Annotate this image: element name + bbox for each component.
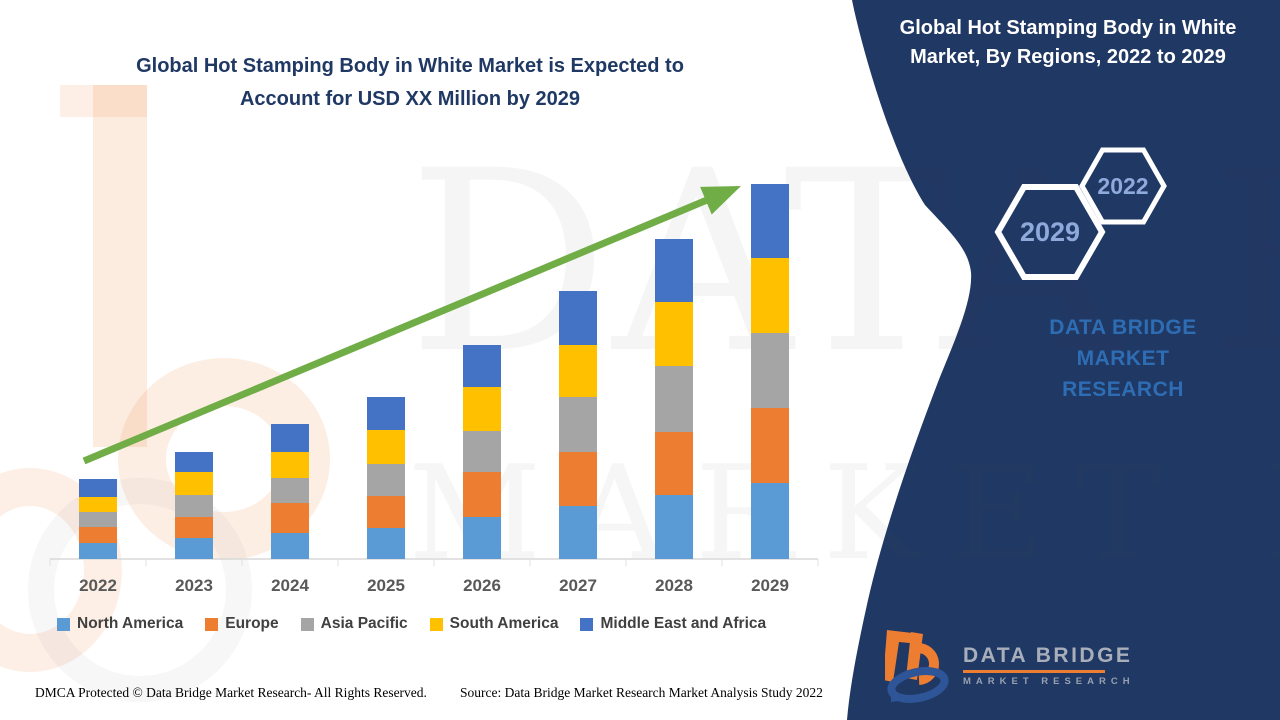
legend-item-north-america: North America	[57, 615, 183, 633]
dbmr-logo: DATA BRIDGE MARKET RESEARCH	[885, 622, 1135, 704]
panel-brand-line2: RESEARCH	[1062, 378, 1184, 401]
legend-swatch	[300, 617, 314, 631]
dbmr-logo-underline	[963, 670, 1105, 673]
x-axis-label: 2029	[751, 576, 789, 595]
x-axis-label: 2024	[271, 576, 309, 595]
bar-segment-europe	[655, 432, 693, 495]
chart-legend: North America Europe Asia Pacific South Ame…	[57, 615, 847, 633]
legend-swatch	[205, 617, 219, 631]
legend-item-asia-pacific: Asia Pacific	[300, 615, 408, 633]
dbmr-logo-name: DATA BRIDGE	[963, 644, 1133, 667]
bar-segment-europe	[367, 496, 405, 528]
panel-brand-text: DATA BRIDGE MARKET RESEARCH	[1000, 312, 1246, 405]
legend-item-europe: Europe	[205, 615, 279, 633]
bar-segment-south-america	[655, 302, 693, 366]
x-axis-label: 2026	[463, 576, 501, 595]
legend-swatch	[57, 617, 70, 631]
legend-item-middle-east-and-africa: Middle East and Africa	[580, 615, 766, 633]
chart-title-line1: Global Hot Stamping Body in White Market…	[136, 55, 684, 77]
x-axis-label: 2027	[559, 576, 597, 595]
legend-label: Europe	[225, 615, 279, 632]
legend-label: South America	[449, 615, 559, 632]
trend-arrow	[82, 186, 741, 465]
dbmr-logo-subname: MARKET RESEARCH	[963, 675, 1135, 687]
bar-segment-asia-pacific	[559, 397, 597, 452]
bar-segment-north-america	[175, 538, 213, 559]
year-hexagons: 2022 2029	[994, 147, 1167, 280]
dbmr-logo-text: DATA BRIDGE MARKET RESEARCH	[963, 622, 1135, 687]
panel-brand-line1: DATA BRIDGE MARKET	[1049, 316, 1197, 370]
footer-dmca: DMCA Protected © Data Bridge Market Rese…	[35, 685, 427, 700]
legend-label: Asia Pacific	[320, 615, 408, 632]
bar-segment-north-america	[271, 533, 309, 559]
bar-segment-asia-pacific	[751, 333, 789, 408]
bar-segment-south-america	[463, 387, 501, 431]
bar-segment-middle-east-and-africa	[271, 424, 309, 452]
trend-arrowhead	[700, 186, 741, 215]
bar-segment-europe	[559, 452, 597, 506]
bar-segment-middle-east-and-africa	[655, 239, 693, 302]
bar-segment-asia-pacific	[655, 366, 693, 432]
chart-title: Global Hot Stamping Body in White Market…	[60, 50, 760, 116]
bar-segment-north-america	[367, 528, 405, 559]
hexagon-2022: 2022	[1079, 147, 1167, 225]
bar-segment-middle-east-and-africa	[79, 479, 117, 497]
bar-segment-south-america	[79, 497, 117, 512]
bar-segment-south-america	[751, 258, 789, 333]
panel-title-line2: Market, By Regions, 2022 to 2029	[910, 46, 1226, 68]
bar-segment-asia-pacific	[463, 431, 501, 472]
legend-label: North America	[77, 615, 184, 632]
bar-segment-south-america	[559, 345, 597, 397]
bar-segment-north-america	[655, 495, 693, 559]
legend-item-south-america: South America	[429, 615, 559, 633]
bar-segment-north-america	[463, 517, 501, 559]
bar-segment-europe	[79, 527, 117, 543]
footer-source: Source: Data Bridge Market Research Mark…	[460, 685, 823, 700]
hexagon-2029-label: 2029	[1020, 217, 1080, 247]
bar-segment-europe	[463, 472, 501, 517]
legend-label: Middle East and Africa	[600, 615, 767, 632]
bar-segment-north-america	[79, 543, 117, 559]
legend-swatch	[429, 617, 443, 631]
x-axis-label: 2022	[79, 576, 117, 595]
panel-title-line1: Global Hot Stamping Body in White	[899, 17, 1237, 39]
bar-segment-middle-east-and-africa	[367, 397, 405, 430]
bar-segment-middle-east-and-africa	[175, 452, 213, 472]
bar-segment-north-america	[751, 483, 789, 559]
x-axis-label: 2028	[655, 576, 693, 595]
bar-segment-middle-east-and-africa	[559, 291, 597, 345]
bar-segment-south-america	[367, 430, 405, 464]
bar-segment-south-america	[271, 452, 309, 478]
hexagon-2029: 2029	[994, 184, 1106, 280]
dbmr-logo-icon	[885, 630, 949, 703]
bar-segment-north-america	[559, 506, 597, 559]
hexagon-2022-label: 2022	[1097, 173, 1148, 199]
bar-segment-asia-pacific	[367, 464, 405, 496]
bar-segment-asia-pacific	[271, 478, 309, 503]
bar-segment-south-america	[175, 472, 213, 495]
bar-segment-middle-east-and-africa	[751, 184, 789, 258]
bar-segment-europe	[175, 517, 213, 538]
x-axis-ticks	[49, 559, 819, 566]
chart-title-line2: Account for USD XX Million by 2029	[239, 88, 581, 110]
bar-segment-europe	[751, 408, 789, 483]
legend-swatch	[580, 617, 594, 631]
bar-segment-europe	[271, 503, 309, 533]
bar-segment-asia-pacific	[175, 495, 213, 517]
bar-segment-asia-pacific	[79, 512, 117, 527]
panel-title: Global Hot Stamping Body in White Market…	[862, 14, 1274, 72]
bar-segment-middle-east-and-africa	[463, 345, 501, 387]
x-axis-label: 2023	[175, 576, 213, 595]
x-axis-label: 2025	[367, 576, 405, 595]
